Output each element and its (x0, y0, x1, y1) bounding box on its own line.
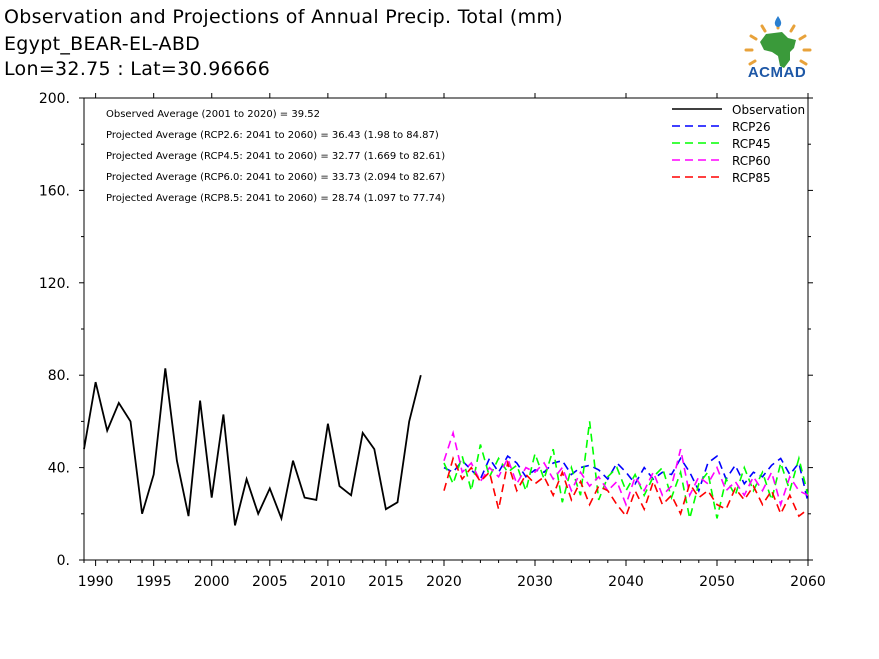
location-name: Egypt_BEAR-EL-ABD (4, 33, 201, 55)
water-drop-icon (774, 16, 782, 27)
y-tick-label: 200. (39, 91, 70, 107)
x-tick-label: 2020 (426, 574, 462, 590)
legend-label-rcp26: RCP26 (732, 120, 771, 134)
series-line-observation (83, 368, 422, 526)
x-tick-label: 2010 (310, 574, 346, 590)
x-tick-label: 2000 (194, 574, 230, 590)
annotation-text: Projected Average (RCP6.0: 2041 to 2060)… (106, 172, 445, 183)
chart-title: Observation and Projections of Annual Pr… (4, 6, 563, 28)
annotation-text: Projected Average (RCP2.6: 2041 to 2060)… (106, 130, 439, 141)
legend-label-rcp60: RCP60 (732, 154, 771, 168)
annotation-text: Projected Average (RCP4.5: 2041 to 2060)… (106, 151, 445, 162)
acmad-logo-text: ACMAD (747, 64, 807, 81)
legend-label-rcp45: RCP45 (732, 137, 771, 151)
series-line-rcp45 (443, 421, 809, 519)
x-tick-label: 2030 (517, 574, 553, 590)
y-tick-label: 0. (57, 553, 70, 569)
x-tick-label: 1990 (78, 574, 114, 590)
annotation-text: Observed Average (2001 to 2020) = 39.52 (106, 109, 320, 120)
y-tick-label: 80. (48, 368, 70, 384)
series-line-rcp60 (443, 429, 809, 508)
y-tick-label: 40. (48, 461, 70, 477)
x-tick-label: 2050 (699, 574, 735, 590)
y-tick-label: 120. (39, 276, 70, 292)
x-tick-label: 1995 (136, 574, 172, 590)
y-tick-label: 160. (39, 183, 70, 199)
series-line-rcp85 (443, 456, 809, 518)
x-tick-label: 2015 (368, 574, 404, 590)
legend-label-rcp85: RCP85 (732, 171, 771, 185)
x-tick-label: 2060 (790, 574, 826, 590)
x-tick-label: 2040 (608, 574, 644, 590)
coordinates: Lon=32.75 : Lat=30.96666 (4, 58, 271, 80)
series-line-rcp26 (443, 454, 809, 503)
annotation-text: Projected Average (RCP8.5: 2041 to 2060)… (106, 193, 445, 204)
x-tick-label: 2005 (252, 574, 288, 590)
africa-map-icon (760, 32, 796, 68)
acmad-logo (744, 16, 812, 68)
legend-label-observation: Observation (732, 103, 805, 117)
